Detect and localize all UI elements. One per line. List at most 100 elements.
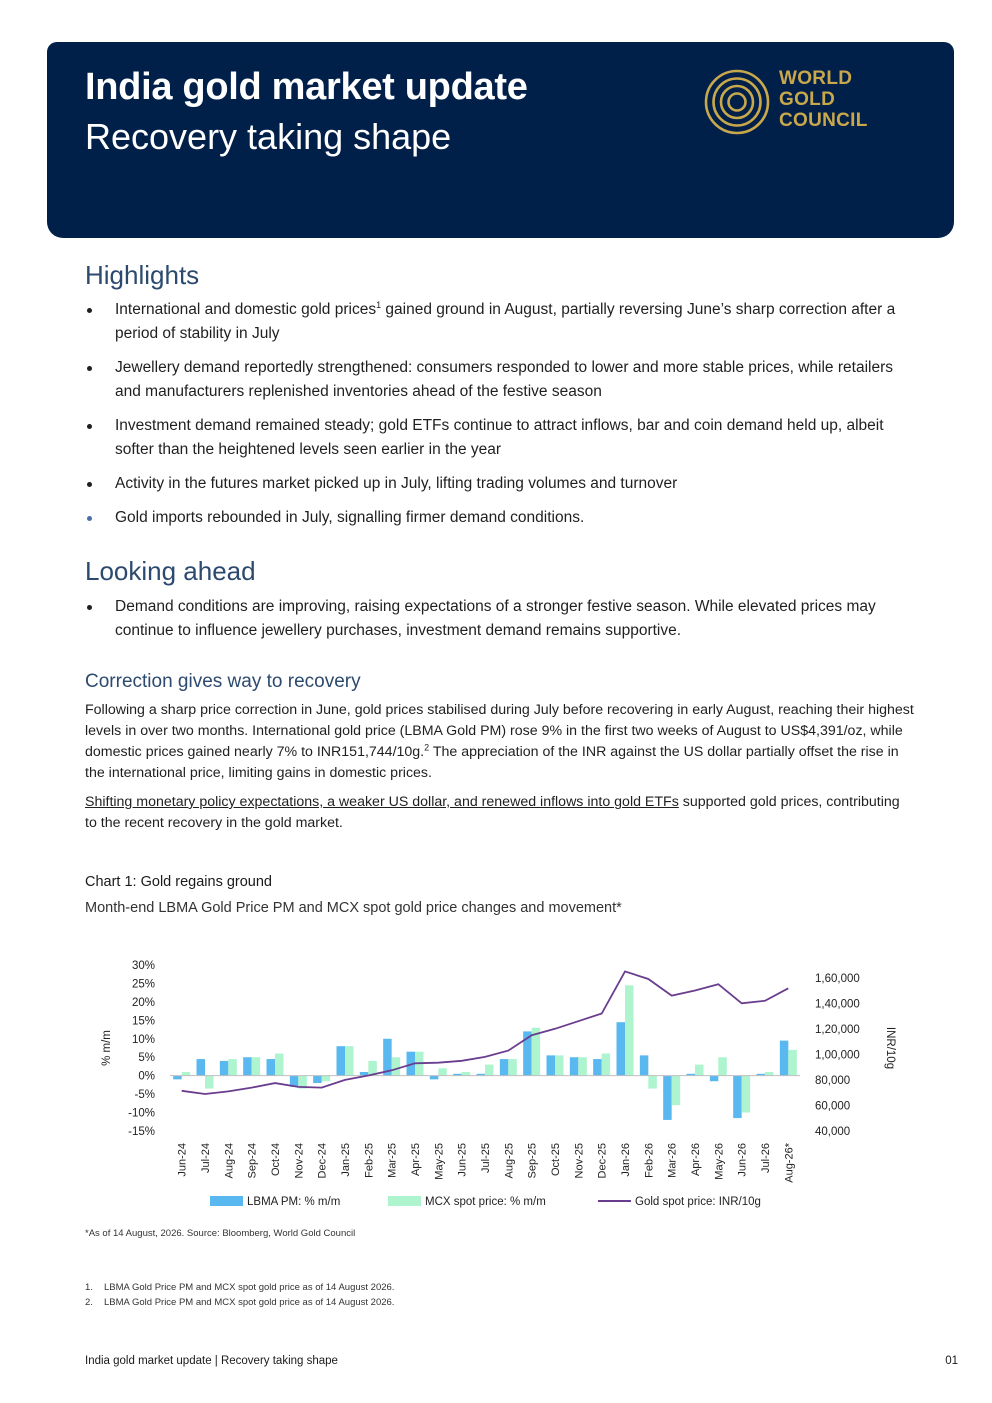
logo-rings-icon bbox=[704, 69, 770, 135]
world-gold-council-logo: WORLD GOLD COUNCIL bbox=[703, 68, 893, 138]
mcx-bar bbox=[788, 1049, 797, 1076]
y-tick-label: 5% bbox=[138, 1052, 155, 1064]
x-tick-label: Oct-24 bbox=[270, 1143, 282, 1176]
lbma-bar bbox=[219, 1060, 229, 1076]
gold-price-chart: 30% 25% 20% 15% 10% 5% 0% -5% -10% -15% 1,60,000 1,… bbox=[101, 960, 896, 1208]
lbma-bar bbox=[173, 1075, 182, 1080]
y-tick-label: 15% bbox=[132, 1015, 155, 1027]
highlights-heading: Highlights bbox=[85, 260, 200, 290]
mcx-bar bbox=[625, 985, 634, 1076]
y-tick-label: 20% bbox=[132, 997, 155, 1009]
logo-text: WORLD GOLD COUNCIL bbox=[779, 68, 868, 131]
lbma-bar bbox=[476, 1073, 485, 1076]
footnote: 2. LBMA Gold Price PM and MCX spot gold p… bbox=[85, 1297, 395, 1308]
mcx-bar bbox=[438, 1068, 447, 1076]
lbma-bar bbox=[523, 1031, 532, 1076]
lbma-bar bbox=[336, 1046, 345, 1076]
x-tick-label: Jul-25 bbox=[480, 1143, 492, 1173]
highlights-list: International and domestic gold prices1 … bbox=[85, 298, 905, 540]
x-tick-label: Jan-25 bbox=[340, 1143, 352, 1177]
y-tick-label: 10% bbox=[132, 1034, 155, 1046]
x-tick-label: Jun-24 bbox=[177, 1143, 189, 1177]
lbma-bar bbox=[383, 1038, 392, 1076]
y2-tick-label: 60,000 bbox=[815, 1100, 850, 1112]
lbma-bar bbox=[429, 1075, 439, 1080]
lbma-bar bbox=[663, 1075, 672, 1120]
y-tick-label: 30% bbox=[132, 960, 155, 972]
x-tick-label: Feb-25 bbox=[363, 1143, 375, 1178]
lbma-bar bbox=[639, 1055, 649, 1076]
lbma-bar bbox=[546, 1055, 555, 1076]
mcx-bar bbox=[345, 1046, 354, 1076]
chart-note: *As of 14 August, 2026. Source: Bloomber… bbox=[85, 1228, 356, 1239]
legend-mcx-label: MCX spot price: % m/m bbox=[425, 1196, 546, 1208]
page-number: 01 bbox=[945, 1355, 958, 1367]
footer-title: India gold market update | Recovery taki… bbox=[85, 1355, 338, 1367]
y2-axis-label: INR/10g bbox=[884, 1027, 896, 1069]
y-tick-label: -5% bbox=[135, 1089, 155, 1101]
y2-tick-label: 40,000 bbox=[815, 1126, 850, 1138]
mcx-bar bbox=[578, 1057, 587, 1076]
x-tick-label: Feb-26 bbox=[643, 1143, 655, 1178]
page-subtitle: Recovery taking shape bbox=[85, 116, 452, 157]
x-tick-label: Jan-26 bbox=[620, 1143, 632, 1177]
mcx-bar bbox=[695, 1064, 704, 1076]
body-paragraph: Shifting monetary policy expectations, a… bbox=[85, 794, 900, 831]
mcx-bar bbox=[555, 1055, 564, 1076]
lbma-bar bbox=[196, 1059, 205, 1076]
mcx-bar bbox=[368, 1060, 377, 1076]
y-tick-label: -10% bbox=[128, 1108, 155, 1120]
mcx-bar bbox=[765, 1071, 774, 1076]
mcx-bar bbox=[391, 1057, 401, 1076]
mcx-bar bbox=[718, 1057, 727, 1076]
legend-mcx-swatch bbox=[388, 1196, 421, 1206]
body-paragraph: Following a sharp price correction in Ju… bbox=[85, 702, 914, 781]
chart-subtitle: Month-end LBMA Gold Price PM and MCX spo… bbox=[85, 900, 622, 916]
lbma-bar bbox=[686, 1073, 695, 1076]
lbma-bar bbox=[733, 1075, 742, 1119]
lbma-bar bbox=[453, 1073, 462, 1076]
mcx-bar bbox=[205, 1075, 214, 1089]
lbma-bar bbox=[359, 1071, 369, 1076]
lbma-bar bbox=[243, 1057, 252, 1076]
lbma-bar bbox=[709, 1075, 719, 1082]
y2-tick-label: 1,60,000 bbox=[815, 973, 860, 985]
lbma-bar bbox=[289, 1075, 299, 1087]
footnote: 1. LBMA Gold Price PM and MCX spot gold p… bbox=[85, 1282, 395, 1293]
list-item: International and domestic gold prices1 … bbox=[85, 298, 905, 346]
legend-lbma-swatch bbox=[210, 1196, 243, 1206]
article-link[interactable]: Shifting monetary policy expectations, a… bbox=[85, 794, 679, 810]
lbma-bar bbox=[266, 1059, 275, 1076]
x-tick-label: Jul-26 bbox=[760, 1143, 772, 1173]
lbma-bar bbox=[499, 1059, 509, 1076]
x-tick-label: Mar-26 bbox=[667, 1143, 679, 1178]
x-tick-label: Aug-26* bbox=[783, 1142, 795, 1182]
mcx-bar bbox=[275, 1053, 284, 1076]
x-tick-label: May-26 bbox=[713, 1143, 725, 1180]
y-tick-label: 0% bbox=[138, 1071, 155, 1083]
mcx-bar bbox=[461, 1071, 471, 1076]
x-tick-label: Nov-24 bbox=[293, 1143, 305, 1178]
x-tick-label: Jun-25 bbox=[457, 1143, 469, 1177]
x-tick-label: Sep-25 bbox=[527, 1143, 539, 1178]
looking-ahead-heading: Looking ahead bbox=[85, 556, 256, 586]
x-tick-label: Apr-25 bbox=[410, 1143, 422, 1176]
x-tick-label: Dec-25 bbox=[597, 1143, 609, 1178]
mcx-bar bbox=[671, 1075, 681, 1106]
legend-lbma-label: LBMA PM: % m/m bbox=[247, 1196, 340, 1208]
lbma-bar bbox=[593, 1059, 602, 1076]
x-tick-label: Mar-25 bbox=[387, 1143, 399, 1178]
page-title: India gold market update bbox=[85, 66, 528, 108]
mcx-bar bbox=[485, 1064, 494, 1076]
mcx-bar bbox=[531, 1027, 541, 1076]
x-tick-label: May-25 bbox=[433, 1143, 445, 1180]
logo-line: GOLD bbox=[779, 89, 836, 110]
chart-title: Chart 1: Gold regains ground bbox=[85, 874, 272, 890]
looking-ahead-list: Demand conditions are improving, raising… bbox=[85, 595, 905, 653]
x-tick-label: Apr-26 bbox=[690, 1143, 702, 1176]
logo-line: COUNCIL bbox=[779, 110, 868, 131]
list-item: Jewellery demand reportedly strengthened… bbox=[85, 356, 905, 404]
list-item: Demand conditions are improving, raising… bbox=[85, 595, 905, 643]
mcx-bar bbox=[741, 1075, 751, 1113]
lbma-bar bbox=[616, 1022, 625, 1076]
